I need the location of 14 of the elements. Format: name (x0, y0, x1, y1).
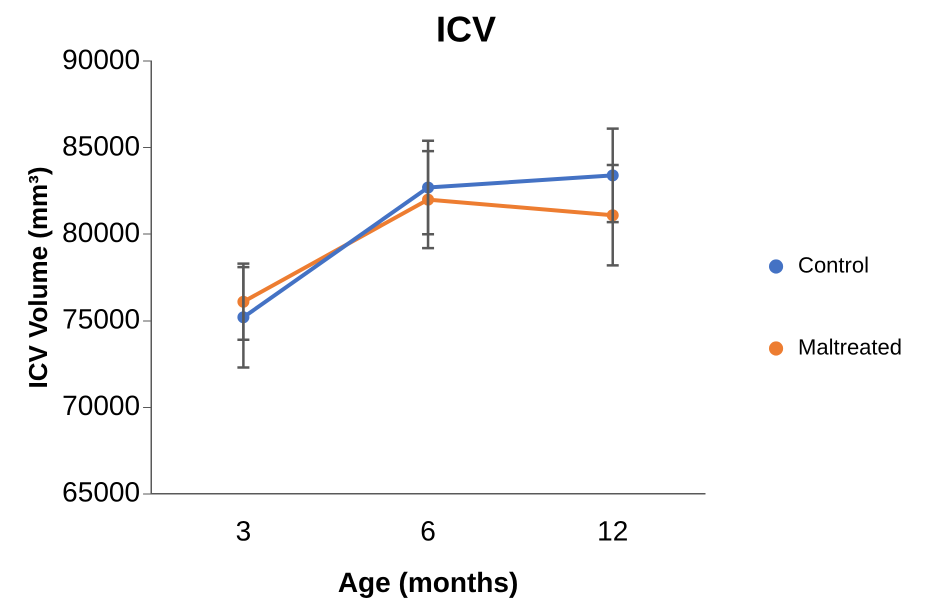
y-tick-label: 85000 (62, 130, 140, 162)
x-axis-title: Age (months) (338, 566, 518, 598)
legend-label: Maltreated (798, 334, 902, 360)
x-tick-label: 12 (597, 515, 628, 546)
legend-label: Control (798, 252, 869, 278)
y-tick-label: 70000 (62, 390, 140, 421)
y-tick-label: 75000 (62, 303, 140, 334)
x-tick-label: 3 (236, 515, 252, 546)
x-tick-label: 6 (420, 515, 436, 546)
y-tick-label: 65000 (62, 476, 140, 508)
y-tick-label: 80000 (62, 216, 140, 248)
chart-title: ICV (436, 8, 496, 50)
y-axis-title: ICV Volume (mm³) (22, 166, 53, 388)
y-tick-label: 90000 (62, 44, 140, 75)
